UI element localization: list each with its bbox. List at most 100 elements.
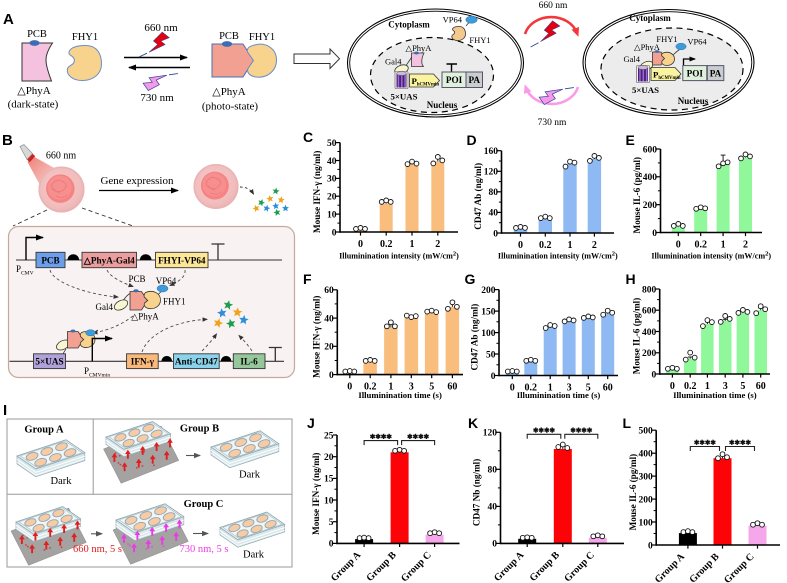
svg-text:CD47 Ab (ng/ml): CD47 Ab (ng/ml) (470, 304, 480, 371)
svg-text:5×UAS: 5×UAS (632, 85, 659, 95)
svg-text:△PhyA: △PhyA (131, 312, 159, 322)
svg-text:POI: POI (687, 69, 704, 79)
svg-text:Illuminination intensity (mW/c: Illuminination intensity (mW/cm2) (498, 251, 618, 261)
svg-text:100: 100 (481, 329, 496, 339)
svg-text:200: 200 (642, 349, 657, 359)
svg-text:△PhyA: △PhyA (212, 86, 246, 98)
svg-text:F: F (303, 271, 312, 287)
svg-text:50: 50 (486, 350, 496, 360)
svg-text:5: 5 (329, 518, 334, 528)
svg-text:30: 30 (327, 175, 337, 185)
svg-text:Mouse IFN-γ (ng/ml): Mouse IFN-γ (ng/ml) (311, 453, 321, 535)
svg-text:20: 20 (327, 193, 337, 203)
svg-text:Gene expression: Gene expression (100, 175, 174, 187)
svg-text:VP64: VP64 (443, 15, 463, 25)
svg-text:3: 3 (409, 382, 414, 393)
svg-text:0: 0 (329, 371, 334, 381)
svg-text:Gal4: Gal4 (623, 54, 640, 64)
svg-text:Mouse IFN-γ (ng/ml): Mouse IFN-γ (ng/ml) (312, 151, 322, 233)
svg-text:5: 5 (740, 381, 745, 392)
svg-text:120: 120 (483, 429, 498, 439)
svg-text:Illuminination time (s): Illuminination time (s) (517, 390, 601, 400)
svg-text:60: 60 (756, 381, 766, 392)
svg-text:40: 40 (488, 503, 498, 513)
svg-text:Illuminination intensity (mW/c: Illuminination intensity (mW/cm2) (651, 251, 771, 261)
svg-text:300: 300 (638, 472, 653, 482)
svg-text:Gal4: Gal4 (96, 302, 114, 312)
svg-text:PA: PA (710, 69, 722, 79)
svg-text:200: 200 (643, 201, 658, 211)
svg-text:0: 0 (492, 540, 497, 550)
svg-text:20: 20 (324, 453, 334, 463)
svg-text:Group A: Group A (24, 425, 64, 436)
svg-text:2: 2 (435, 239, 440, 250)
svg-text:△PhyA: △PhyA (17, 85, 51, 97)
svg-text:0: 0 (332, 228, 337, 238)
svg-text:40: 40 (489, 209, 499, 219)
svg-text:730 nm: 730 nm (538, 118, 567, 128)
svg-text:2: 2 (592, 240, 597, 251)
svg-text:B: B (2, 132, 13, 149)
svg-text:0.2: 0.2 (684, 381, 697, 392)
svg-text:Dark: Dark (243, 550, 265, 561)
svg-text:50: 50 (327, 139, 337, 149)
svg-text:Group C: Group C (722, 551, 757, 583)
svg-text:60: 60 (603, 383, 613, 394)
svg-text:CD47 Ab (ng/ml): CD47 Ab (ng/ml) (473, 163, 483, 230)
svg-text:J: J (307, 415, 315, 431)
svg-text:10: 10 (324, 496, 334, 506)
svg-text:PCB: PCB (128, 274, 145, 284)
svg-text:POI: POI (446, 75, 463, 85)
svg-text:5: 5 (586, 383, 591, 394)
svg-text:1: 1 (721, 240, 726, 251)
svg-text:PA: PA (469, 75, 481, 85)
svg-text:FHY1: FHY1 (163, 297, 186, 307)
svg-text:400: 400 (642, 328, 657, 338)
svg-text:3: 3 (567, 383, 572, 394)
svg-text:Gal4: Gal4 (385, 57, 402, 67)
svg-text:10: 10 (327, 210, 337, 220)
svg-text:100: 100 (638, 518, 653, 528)
svg-text:L: L (623, 415, 632, 431)
svg-text:Group C: Group C (184, 499, 224, 510)
svg-text:△PhyA-Gal4: △PhyA-Gal4 (83, 256, 135, 266)
svg-text:660 nm: 660 nm (539, 1, 568, 11)
svg-text:160: 160 (484, 147, 499, 157)
svg-text:PCB: PCB (41, 256, 59, 266)
svg-text:400: 400 (638, 450, 653, 460)
svg-text:1: 1 (705, 381, 710, 392)
svg-text:Nucleus: Nucleus (678, 96, 709, 106)
svg-text:Group B: Group B (528, 550, 562, 583)
svg-text:0: 0 (358, 239, 363, 250)
svg-text:Group C: Group C (562, 550, 597, 583)
svg-text:FHY1: FHY1 (656, 34, 677, 44)
svg-text:VP64: VP64 (156, 276, 177, 286)
svg-text:5×UAS: 5×UAS (35, 357, 63, 367)
svg-text:150: 150 (481, 307, 496, 317)
svg-text:25: 25 (324, 431, 334, 441)
svg-text:FHYI-VP64: FHYI-VP64 (158, 256, 206, 266)
svg-text:0: 0 (676, 240, 681, 251)
svg-text:Group A: Group A (329, 549, 364, 583)
svg-text:Anti-CD47: Anti-CD47 (175, 357, 218, 367)
svg-text:Group B: Group B (687, 551, 721, 583)
svg-text:PCB: PCB (219, 31, 239, 42)
svg-text:0.2: 0.2 (364, 382, 377, 393)
svg-text:△PhyA: △PhyA (406, 43, 433, 53)
svg-text:Dark: Dark (239, 470, 261, 481)
svg-text:0.2: 0.2 (694, 240, 707, 251)
svg-text:Illuminination time (s): Illuminination time (s) (673, 390, 757, 400)
svg-text:Dark: Dark (51, 476, 73, 487)
svg-text:0: 0 (493, 229, 498, 239)
svg-text:40: 40 (324, 314, 334, 324)
svg-text:IL-6: IL-6 (240, 357, 258, 367)
svg-text:(dark-state): (dark-state) (8, 99, 59, 111)
svg-text:60: 60 (324, 286, 334, 296)
svg-text:Illuminination time (s): Illuminination time (s) (358, 390, 442, 400)
svg-text:FHY1: FHY1 (249, 32, 275, 43)
svg-text:Nucleus: Nucleus (427, 100, 458, 110)
svg-text:1: 1 (548, 383, 553, 394)
svg-text:200: 200 (638, 495, 653, 505)
svg-text:20: 20 (324, 343, 334, 353)
svg-text:Group A: Group A (492, 549, 527, 583)
